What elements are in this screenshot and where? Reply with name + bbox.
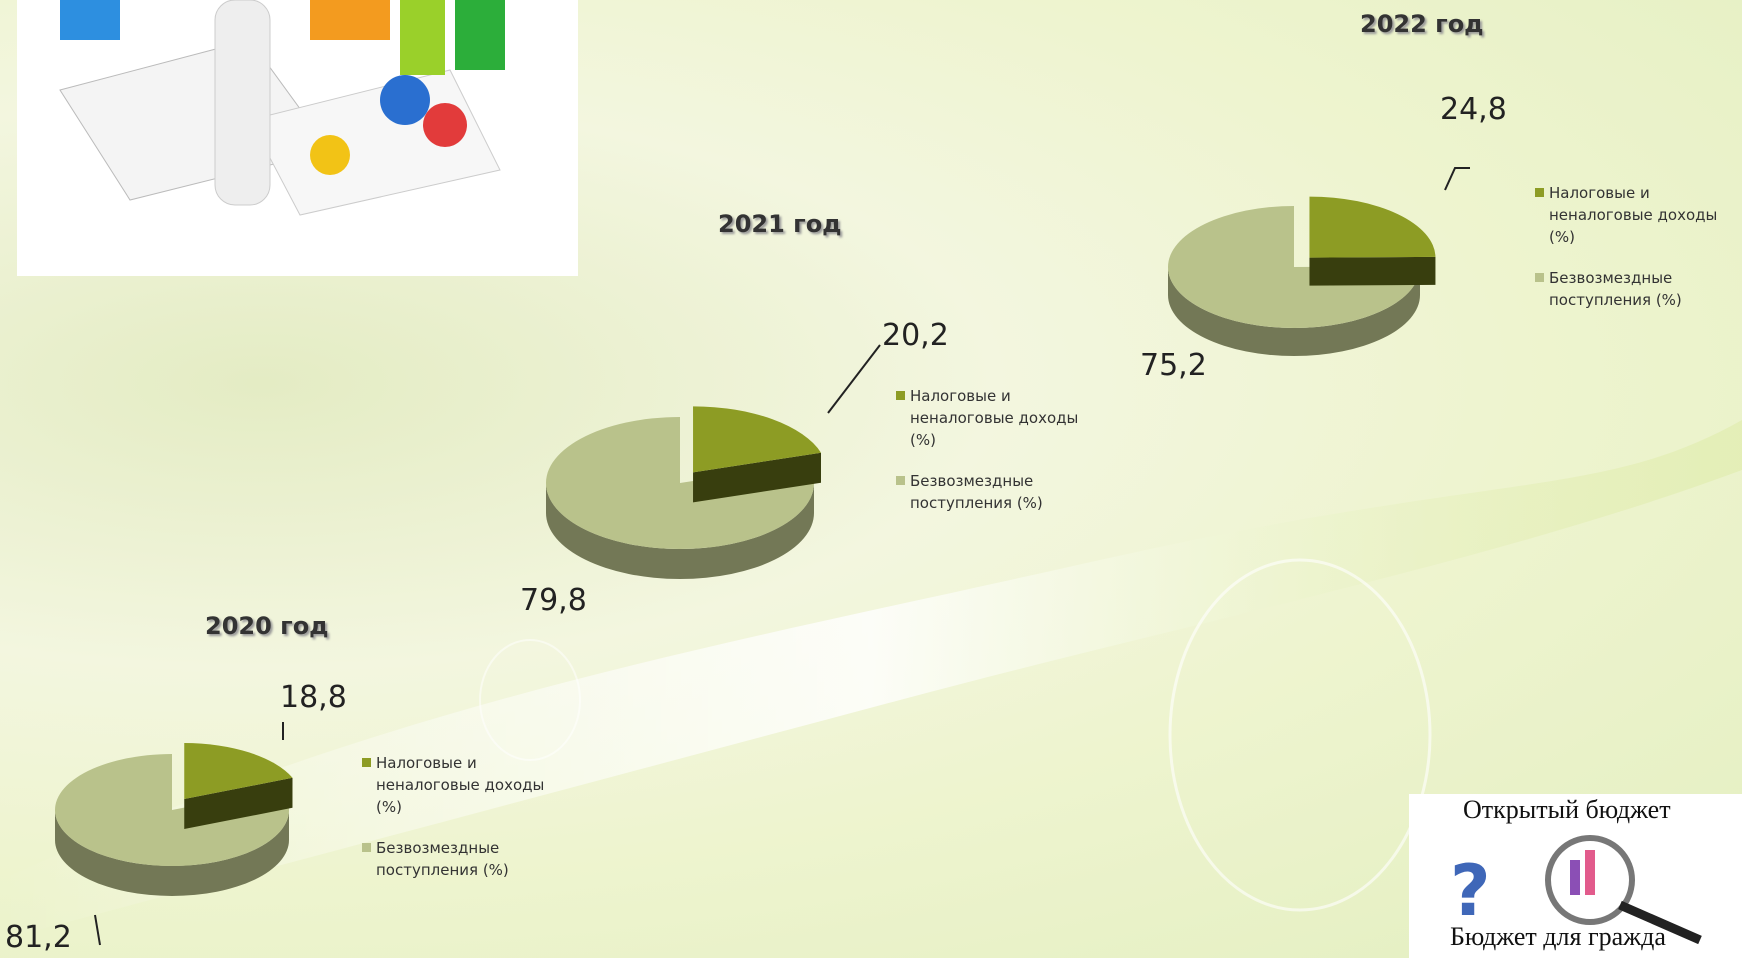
bubble (479, 639, 581, 761)
leader-line (94, 914, 101, 946)
legend-label: Налоговые и неналоговые доходы (%) (910, 387, 1079, 449)
legend-swatch (896, 476, 905, 485)
pie (545, 344, 881, 579)
legend-entry: Налоговые и неналоговые доходы (%) (896, 385, 1100, 451)
slice (545, 417, 814, 550)
bar-decoration (400, 0, 445, 75)
legend-label: Безвозмездные поступления (%) (1549, 269, 1682, 309)
pie (55, 722, 293, 946)
background-wave (0, 420, 1742, 940)
logo-box: ? (1409, 794, 1742, 958)
data-label: 81,2 (5, 920, 72, 955)
bubble (1168, 558, 1432, 912)
bar-decoration (60, 0, 120, 40)
data-label: 75,2 (1140, 348, 1207, 383)
slice (1309, 196, 1436, 258)
pie-icon (310, 135, 350, 175)
bar-decoration (455, 0, 505, 70)
chart-title: 2022 год (1360, 10, 1484, 38)
legend-swatch (362, 843, 371, 852)
chart-title: 2020 год (205, 612, 329, 640)
legend-swatch (362, 758, 371, 767)
figure (214, 0, 271, 206)
pie-icon (423, 103, 467, 147)
logo-bar (1585, 850, 1595, 895)
legend-entry: Безвозмездные поступления (%) (362, 837, 566, 881)
legend-swatch (896, 391, 905, 400)
slice-face (184, 777, 293, 830)
slice-face (693, 452, 821, 503)
logo-bottom-text: Бюджет для гражда (1450, 922, 1666, 951)
legend-swatch (1535, 273, 1544, 282)
slice-side (546, 483, 814, 579)
slice (184, 743, 293, 800)
legend-entry: Безвозмездные поступления (%) (896, 470, 1100, 514)
data-label: 24,8 (1440, 92, 1507, 127)
slice-side (55, 810, 289, 896)
slice-side (1168, 267, 1420, 356)
legend-entry: Налоговые и неналоговые доходы (%) (362, 752, 566, 818)
legend-label: Безвозмездные поступления (%) (376, 839, 509, 879)
data-label: 79,8 (520, 583, 587, 618)
pie (1168, 167, 1470, 356)
data-label: 20,2 (882, 318, 949, 353)
leader-line (827, 344, 881, 414)
data-label: 18,8 (280, 680, 347, 715)
leader-line (1444, 167, 1470, 191)
slice (693, 406, 821, 473)
pie-icon (380, 75, 430, 125)
legend-entry: Безвозмездные поступления (%) (1535, 267, 1739, 311)
logo-top-text: Открытый бюджет (1463, 795, 1671, 824)
legend-label: Налоговые и неналоговые доходы (%) (376, 754, 545, 816)
chart-title: 2021 год (718, 210, 842, 238)
logo-bar (1570, 860, 1580, 895)
legend-label: Налоговые и неналоговые доходы (%) (1549, 184, 1718, 246)
legend-entry: Налоговые и неналоговые доходы (%) (1535, 182, 1739, 248)
legend-swatch (1535, 188, 1544, 197)
legend-label: Безвозмездные поступления (%) (910, 472, 1043, 512)
question-mark: ? (1450, 850, 1491, 932)
slice-face (1309, 256, 1436, 286)
bar-decoration (310, 0, 390, 40)
slice (1168, 206, 1421, 328)
illustration (17, 0, 578, 276)
magnifier (1545, 835, 1635, 925)
magnifier-handle (1618, 900, 1702, 945)
slice (55, 754, 290, 867)
